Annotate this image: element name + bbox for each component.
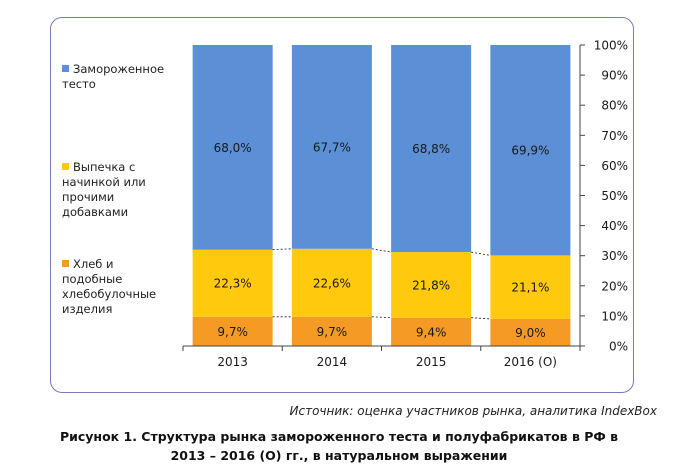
bar-segment	[391, 317, 472, 346]
data-label: 9,7%	[317, 325, 348, 339]
legend-label: подобные	[62, 272, 123, 286]
data-label: 22,6%	[313, 276, 351, 290]
legend-item-pastry: Выпечка с начинкой или прочими добавками	[62, 160, 180, 220]
connector-line	[272, 248, 292, 251]
legend-label: Хлеб и	[73, 257, 114, 271]
data-label: 9,7%	[217, 325, 248, 339]
bar-segment	[291, 316, 372, 346]
y-tick-label: 10%	[601, 309, 628, 323]
y-tick-label: 50%	[601, 189, 628, 203]
x-tick-label: 2015	[416, 355, 447, 369]
legend-label: хлебобулочные	[62, 287, 157, 301]
legend-swatch	[62, 163, 69, 170]
data-label: 9,0%	[515, 326, 546, 340]
bar-segment	[291, 45, 372, 249]
y-tick-label: 80%	[601, 99, 628, 113]
legend-label: Выпечка с	[73, 160, 136, 174]
legend-label: начинкой или	[62, 175, 146, 189]
legend-swatch	[62, 260, 69, 267]
data-label: 22,3%	[214, 277, 252, 291]
connector-line	[371, 316, 392, 319]
y-tick-label: 90%	[601, 69, 628, 83]
y-tick-label: 0%	[609, 340, 628, 354]
legend-item-frozen-dough: Замороженное тесто	[62, 62, 180, 92]
legend-label: изделия	[62, 302, 113, 316]
y-tick-label: 70%	[601, 129, 628, 143]
legend-label: Замороженное	[73, 62, 165, 76]
bar-segment	[192, 316, 273, 346]
legend-item-bread: Хлеб и подобные хлебобулочные изделия	[62, 257, 180, 317]
caption-line: Рисунок 1. Структура рынка замороженного…	[59, 429, 619, 444]
x-tick-label: 2013	[217, 355, 248, 369]
bar-segment	[192, 45, 273, 250]
bar-segment	[291, 248, 372, 317]
figure-caption: Рисунок 1. Структура рынка замороженного…	[0, 427, 678, 465]
legend-label: добавками	[62, 205, 129, 219]
data-label: 9,4%	[416, 325, 447, 339]
bar-segment	[391, 252, 472, 318]
data-label: 68,8%	[412, 142, 450, 156]
bar-segment	[192, 249, 273, 317]
legend-label: тесто	[62, 77, 96, 91]
legend-label: прочими	[62, 190, 115, 204]
bar-segment	[490, 318, 571, 346]
connector-line	[471, 251, 491, 256]
data-label: 69,9%	[511, 144, 549, 158]
caption-line: 2013 – 2016 (О) гг., в натуральном выраж…	[170, 448, 508, 463]
legend-swatch	[62, 65, 69, 72]
x-tick-label: 2014	[317, 355, 348, 369]
bar-segment	[490, 45, 571, 256]
data-label: 68,0%	[214, 141, 252, 155]
source-note: Источник: оценка участников рынка, анали…	[289, 404, 657, 418]
y-tick-label: 40%	[601, 219, 628, 233]
bar-segment	[391, 45, 472, 253]
y-tick-label: 20%	[601, 279, 628, 293]
data-label: 67,7%	[313, 140, 351, 154]
x-tick-label: 2016 (О)	[504, 355, 557, 369]
connector-line	[371, 248, 392, 253]
data-label: 21,8%	[412, 278, 450, 292]
y-tick-label: 100%	[594, 39, 628, 53]
data-label: 21,1%	[511, 281, 549, 295]
y-tick-label: 60%	[601, 159, 628, 173]
y-tick-label: 30%	[601, 249, 628, 263]
bar-segment	[490, 255, 571, 319]
connector-line	[471, 317, 491, 320]
